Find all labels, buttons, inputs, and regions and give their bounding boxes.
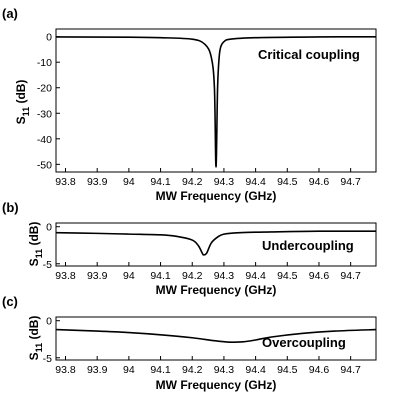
x-tick-label-a: 94.1 xyxy=(150,176,171,188)
x-tick-label-b: 94.6 xyxy=(309,270,330,282)
x-axis-title-a: MW Frequency (GHz) xyxy=(156,189,277,203)
y-tick-label-a: -20 xyxy=(37,83,52,95)
series-line-b xyxy=(55,230,377,256)
x-tick-label-c: 94 xyxy=(123,364,135,376)
y-ticks-a: 0 -10 -20 -30 -40 -50 xyxy=(37,32,60,171)
annotation-b: Undercoupling xyxy=(262,238,354,253)
y-tick-label-c: -5 xyxy=(43,353,52,365)
x-tick-label-b: 94.5 xyxy=(277,270,298,282)
plot-frame-c xyxy=(55,316,377,361)
y-tick-label-a: -10 xyxy=(37,57,52,69)
panel-label-c: (c) xyxy=(2,294,18,309)
series-line-c xyxy=(55,328,377,344)
panel-c: (c) 93.8 93.9 94 94.1 94.2 94.3 94.4 94.5 94.6 94… xyxy=(2,294,377,392)
x-tick-label-b: 94.7 xyxy=(340,270,361,282)
plot-frame-a xyxy=(55,28,377,173)
y-tick-label-a: -50 xyxy=(37,159,52,171)
x-tick-label-a: 93.9 xyxy=(87,176,108,188)
x-axis-title-b: MW Frequency (GHz) xyxy=(156,283,277,297)
series-line-a xyxy=(55,35,377,168)
y-axis-title-b: S11 (dB) xyxy=(27,222,44,267)
annotation-a: Critical coupling xyxy=(258,47,360,62)
x-tick-label-a: 94.6 xyxy=(309,176,330,188)
x-tick-label-c: 94.5 xyxy=(277,364,298,376)
x-tick-label-b: 94.2 xyxy=(182,270,203,282)
y-tick-label-c: 0 xyxy=(46,316,52,328)
x-tick-label-c: 94.1 xyxy=(150,364,171,376)
x-tick-label-a: 94.4 xyxy=(245,176,266,188)
x-ticks-c: 93.8 93.9 94 94.1 94.2 94.3 94.4 94.5 94.6 94.7 xyxy=(55,356,361,376)
x-tick-label-c: 94.6 xyxy=(309,364,330,376)
y-tick-label-b: -5 xyxy=(43,259,52,271)
panel-a: (a) 93.8 93.9 94 94.1 94.2 94.3 94.4 94.5 94.6 94… xyxy=(2,6,377,203)
y-ticks-b: 0 -5 xyxy=(43,222,60,271)
y-tick-label-a: -40 xyxy=(37,134,52,146)
panel-label-b: (b) xyxy=(2,200,19,215)
x-tick-label-c: 94.2 xyxy=(182,364,203,376)
panel-b: (b) 93.8 93.9 94 94.1 94.2 94.3 94.4 94.5 94.6 94… xyxy=(2,200,377,297)
y-axis-title-c: S11 (dB) xyxy=(27,316,44,361)
x-tick-label-b: 94.3 xyxy=(214,270,235,282)
x-tick-label-b: 94 xyxy=(123,270,135,282)
x-tick-label-b: 94.1 xyxy=(150,270,171,282)
panel-label-a: (a) xyxy=(2,6,18,21)
x-tick-label-b: 93.9 xyxy=(87,270,108,282)
x-tick-label-a: 94 xyxy=(123,176,135,188)
y-tick-label-b: 0 xyxy=(46,222,52,234)
y-axis-title-a: S11 (dB) xyxy=(14,80,31,125)
x-ticks-b: 93.8 93.9 94 94.1 94.2 94.3 94.4 94.5 94.6 94.7 xyxy=(55,262,361,282)
x-tick-label-c: 93.8 xyxy=(55,364,76,376)
annotation-c: Overcoupling xyxy=(262,335,346,350)
x-tick-label-c: 94.3 xyxy=(214,364,235,376)
x-tick-label-a: 94.2 xyxy=(182,176,203,188)
x-axis-title-c: MW Frequency (GHz) xyxy=(156,378,277,392)
x-tick-label-a: 94.3 xyxy=(214,176,235,188)
x-tick-label-c: 94.4 xyxy=(245,364,266,376)
x-tick-label-a: 94.7 xyxy=(340,176,361,188)
plot-frame-b xyxy=(55,222,377,267)
x-tick-label-a: 93.8 xyxy=(55,176,76,188)
x-tick-label-b: 93.8 xyxy=(55,270,76,282)
x-ticks-a: 93.8 93.9 94 94.1 94.2 94.3 94.4 94.5 94.6 94.7 xyxy=(55,168,361,188)
x-tick-label-c: 93.9 xyxy=(87,364,108,376)
x-tick-label-a: 94.5 xyxy=(277,176,298,188)
y-ticks-c: 0 -5 xyxy=(43,316,60,365)
x-tick-label-b: 94.4 xyxy=(245,270,266,282)
y-tick-label-a: 0 xyxy=(46,32,52,44)
y-tick-label-a: -30 xyxy=(37,108,52,120)
x-tick-label-c: 94.7 xyxy=(340,364,361,376)
